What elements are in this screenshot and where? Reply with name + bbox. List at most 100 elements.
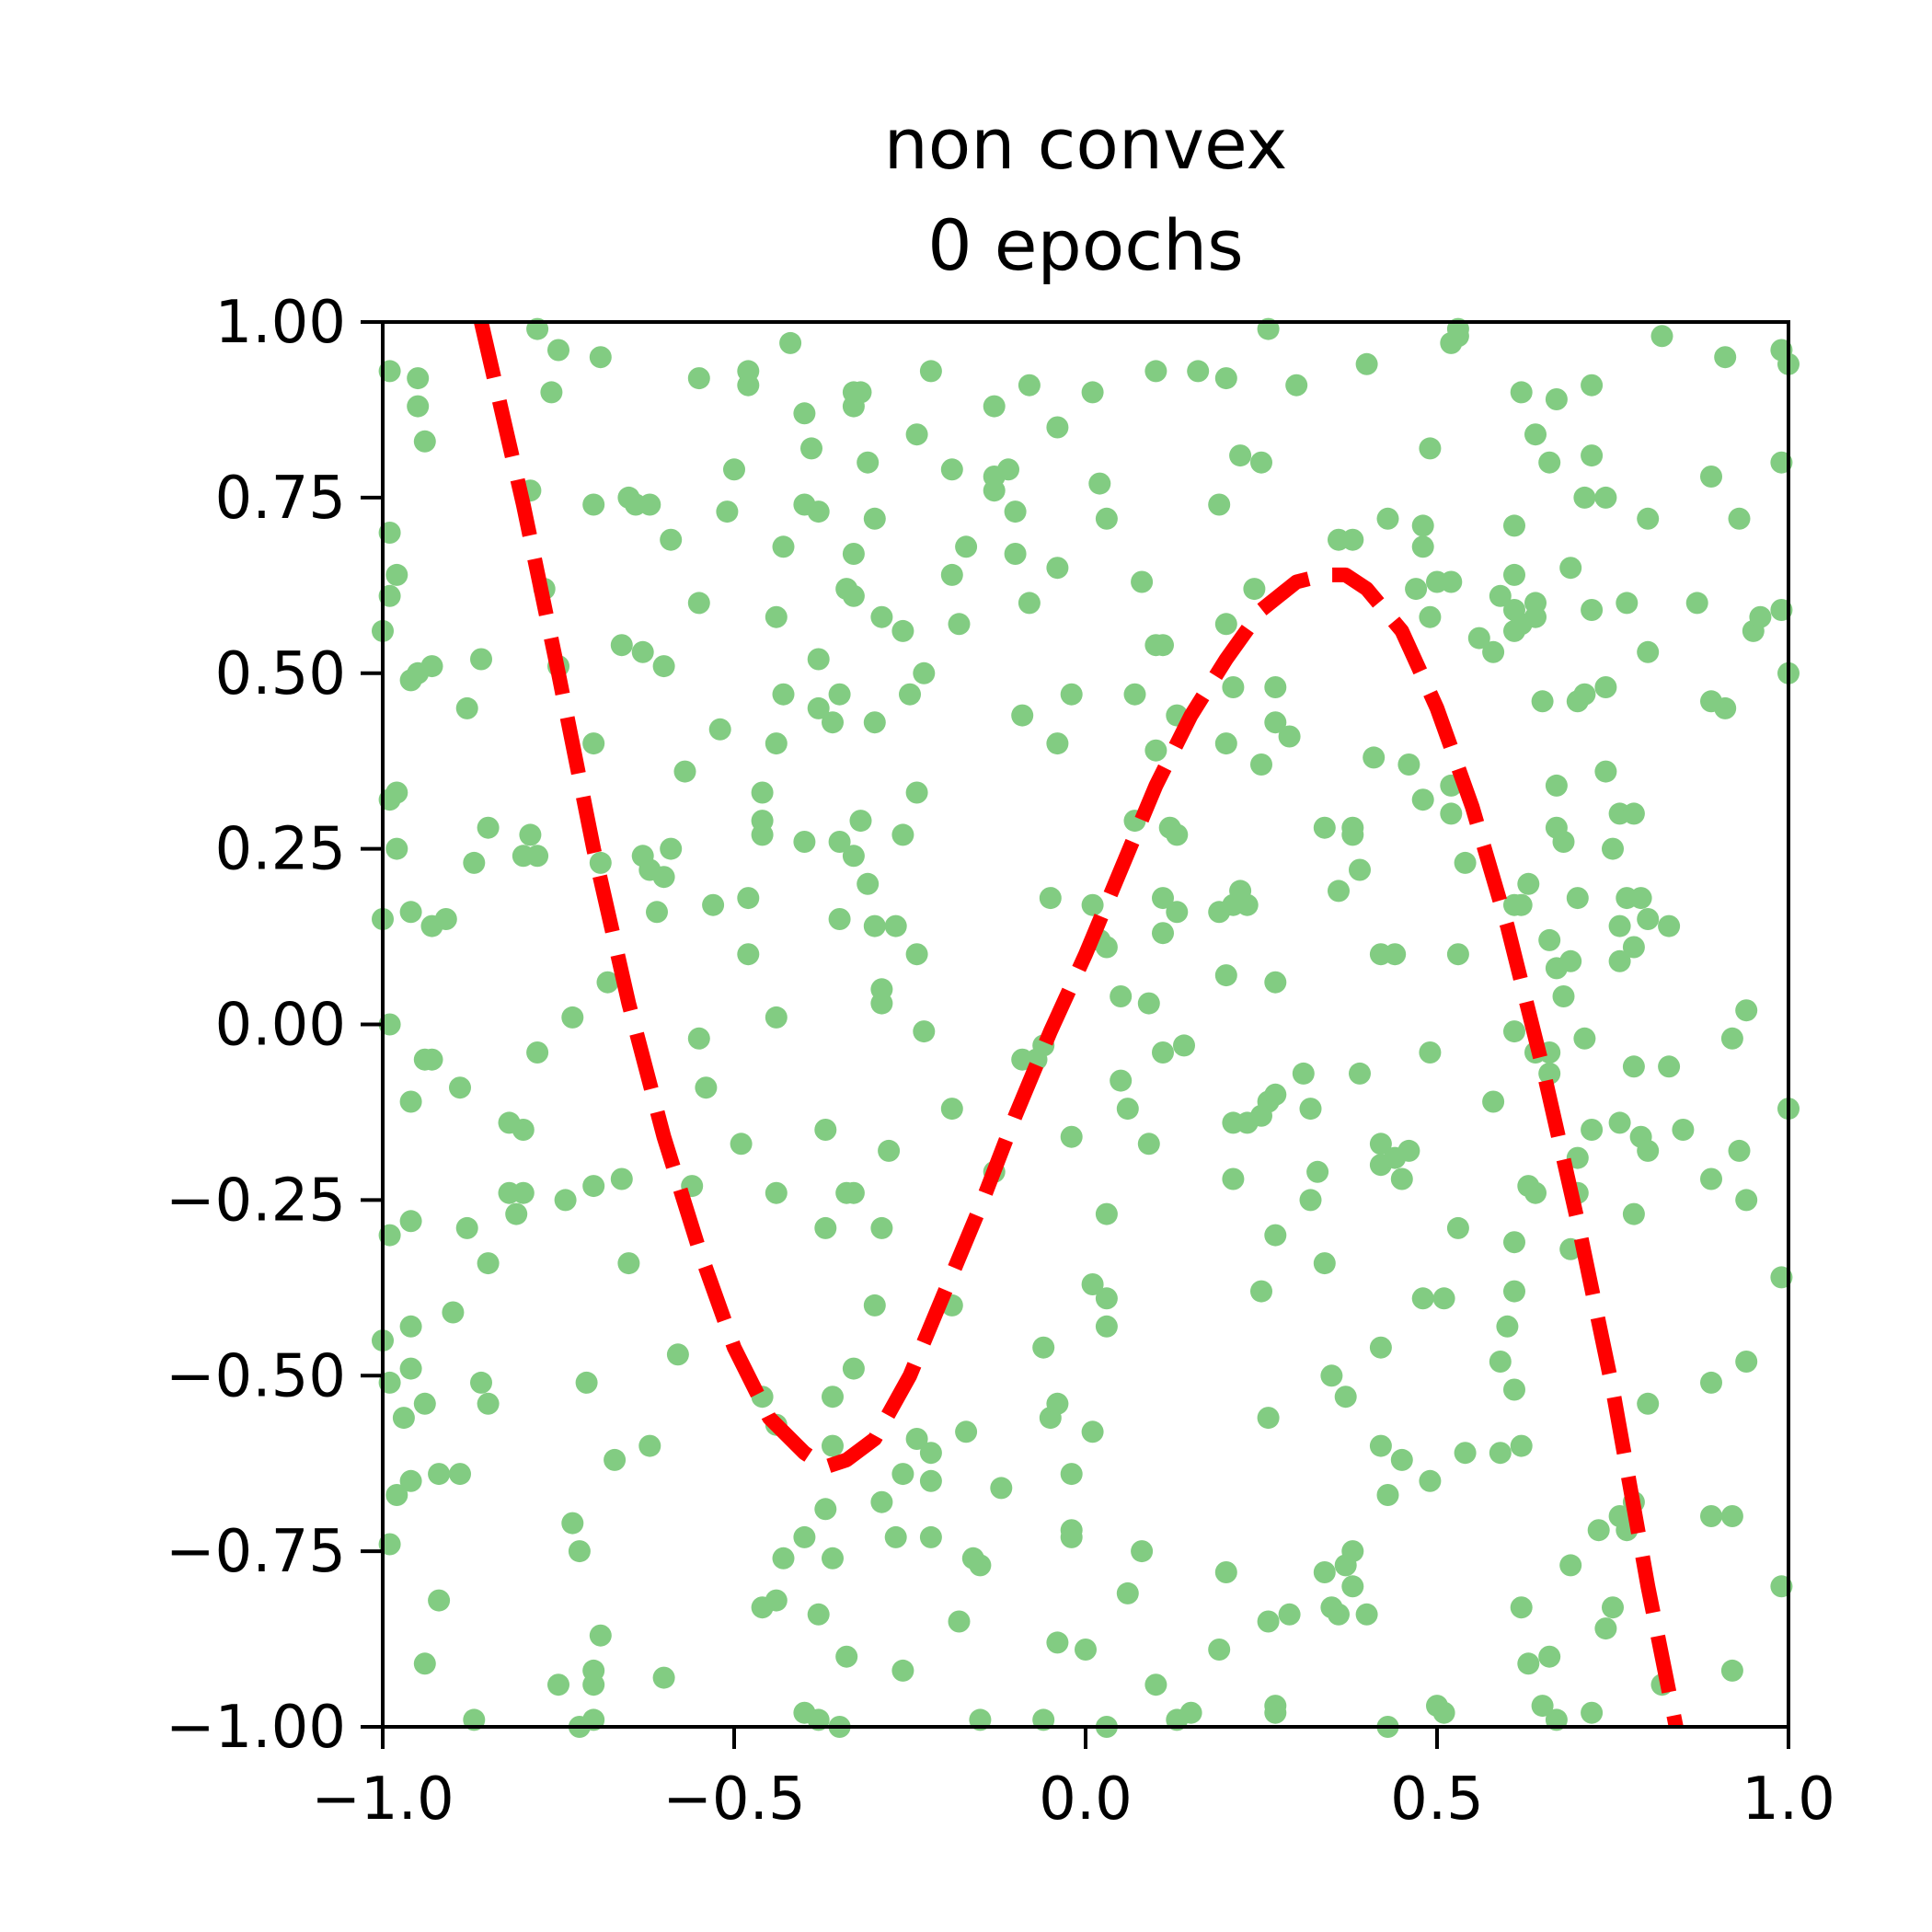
data-point [708, 718, 731, 741]
data-point [1503, 1020, 1525, 1043]
data-point [1503, 563, 1525, 586]
data-point [1735, 999, 1758, 1022]
data-point [1214, 367, 1237, 390]
data-point [1095, 1315, 1118, 1338]
data-point [1411, 514, 1434, 537]
data-point [905, 943, 928, 966]
data-point [997, 458, 1019, 481]
scatter-points [372, 317, 1800, 1738]
data-point [793, 1525, 816, 1548]
data-point [1363, 746, 1386, 769]
data-point [1376, 507, 1399, 530]
data-point [1229, 444, 1252, 467]
data-point [891, 823, 914, 846]
data-point [687, 367, 710, 390]
data-point [990, 1477, 1013, 1500]
data-point [1489, 1442, 1512, 1465]
data-point [807, 1603, 830, 1626]
data-point [399, 1210, 422, 1233]
data-point [723, 458, 745, 481]
data-point [1566, 1146, 1589, 1169]
data-point [1257, 1407, 1280, 1430]
data-point [1166, 823, 1189, 846]
data-point [1355, 352, 1378, 375]
data-point [582, 493, 605, 516]
data-point [1355, 1603, 1378, 1626]
data-point [1594, 760, 1617, 783]
data-point [1419, 605, 1442, 628]
data-point [1467, 627, 1490, 650]
data-point [1116, 1098, 1139, 1121]
data-point [1341, 823, 1364, 846]
data-point [1095, 507, 1118, 530]
data-point [477, 816, 500, 839]
data-point [1440, 570, 1463, 593]
data-point [512, 1119, 535, 1141]
data-point [1144, 360, 1167, 383]
data-point [610, 634, 633, 657]
data-point [660, 837, 683, 860]
data-point [919, 1525, 942, 1548]
data-point [1208, 1639, 1231, 1661]
data-point [589, 346, 612, 369]
data-point [1720, 1505, 1743, 1527]
data-point [1517, 1652, 1540, 1675]
data-point [1328, 1603, 1350, 1626]
data-point [399, 901, 422, 924]
data-point [582, 1175, 605, 1198]
data-point [589, 851, 612, 874]
plot-area [372, 317, 1800, 1738]
data-point [413, 430, 436, 453]
data-point [1728, 507, 1751, 530]
data-point [428, 1463, 451, 1486]
data-point [1222, 1167, 1245, 1190]
data-point [1390, 1448, 1413, 1471]
data-point [1264, 711, 1287, 734]
data-point [1313, 816, 1336, 839]
data-point [1672, 1119, 1695, 1141]
data-point [512, 1181, 535, 1204]
data-point [1531, 1695, 1554, 1718]
title-line-1: non convex [884, 103, 1288, 185]
data-point [772, 535, 795, 558]
data-point [1278, 725, 1301, 748]
data-point [913, 1020, 936, 1043]
data-point [1214, 1561, 1237, 1583]
y-tick-label: −0.25 [166, 1167, 346, 1235]
data-point [948, 613, 971, 636]
data-point [1250, 451, 1272, 474]
data-point [1728, 1139, 1751, 1162]
data-point [385, 837, 408, 860]
data-point [1510, 381, 1533, 404]
data-point [561, 1512, 584, 1535]
data-point [1482, 640, 1505, 663]
data-point [449, 1463, 471, 1486]
data-point [1637, 908, 1660, 930]
x-tick-label: 0.0 [1039, 1765, 1133, 1834]
data-point [1369, 1434, 1392, 1457]
data-point [1081, 893, 1104, 916]
data-point [1622, 936, 1645, 959]
data-point [596, 971, 619, 994]
data-point [814, 1119, 837, 1141]
y-tick-label: −0.75 [166, 1518, 346, 1586]
data-point [1264, 1224, 1287, 1247]
data-point [1334, 1386, 1357, 1409]
data-point [1517, 872, 1540, 895]
data-point [399, 1469, 422, 1492]
data-point [505, 1202, 528, 1225]
data-point [1581, 599, 1604, 621]
data-point [1573, 486, 1596, 509]
data-point [547, 1673, 569, 1696]
data-point [814, 1216, 837, 1239]
data-point [807, 696, 830, 719]
data-point [1046, 732, 1069, 755]
data-point [849, 381, 872, 404]
data-point [1060, 1463, 1083, 1486]
data-point [1243, 578, 1266, 601]
data-point [1166, 901, 1189, 924]
data-point [1538, 1645, 1561, 1668]
data-point [470, 648, 492, 671]
data-point [1384, 943, 1407, 966]
data-point [385, 563, 408, 586]
